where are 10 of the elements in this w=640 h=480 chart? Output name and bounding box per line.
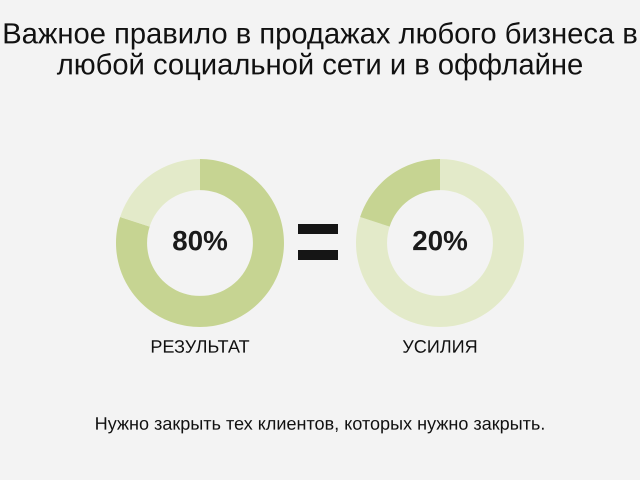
donut-slice — [116, 159, 284, 327]
text: УСИЛИЯ — [402, 340, 476, 353]
donut-slice — [356, 159, 524, 327]
text: РЕЗУЛЬТАТ — [152, 340, 250, 353]
donut-slice — [360, 159, 440, 227]
text: Нужно закрыть тех клиентов, которых нужно закрыть. — [96, 417, 544, 434]
data-label: 80% — [173, 230, 228, 250]
donut-slice — [120, 159, 200, 227]
data-label: 20% — [413, 230, 468, 250]
chart-title: Важное правило в продажах любого бизнеса в любой социальной сети и в оффлайне — [4, 22, 637, 80]
